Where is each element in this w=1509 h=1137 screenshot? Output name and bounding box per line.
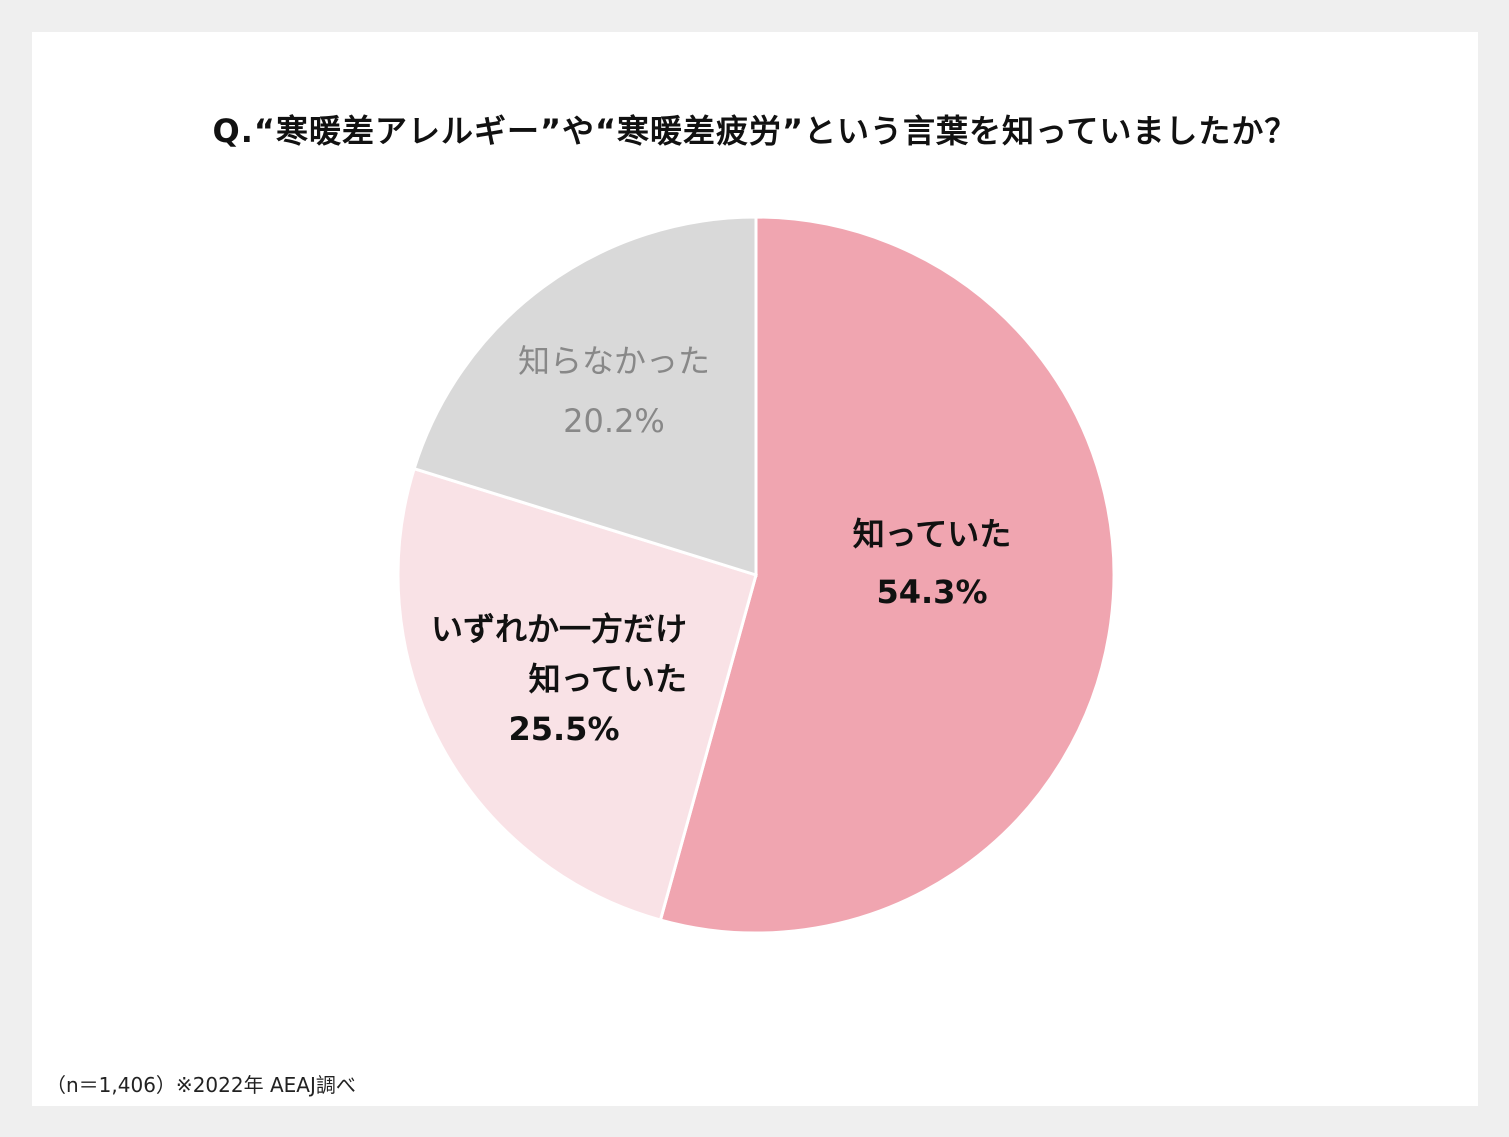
pie-slices [396, 215, 1116, 935]
slice-label-2-line-1: いずれか一方だけ [431, 610, 687, 648]
source-note: （n＝1,406）※2022年 AEAJ調べ [46, 1073, 356, 1097]
chart-title: Q.“寒暖差アレルギー”や“寒暖差疲労”という言葉を知っていましたか？ [212, 112, 1298, 150]
pie-slice-1 [658, 215, 1116, 935]
slice-label-2-line-2: 知っていた [529, 660, 687, 698]
slice-value-1: 54.3% [876, 573, 987, 611]
slice-value-3: 20.2% [563, 402, 665, 440]
slice-label-3-line-1: 知らなかった [518, 342, 710, 380]
slice-value-2: 25.5% [508, 710, 619, 748]
slice-label-1-line-1: 知っていた [853, 515, 1011, 553]
chart-card: Q.“寒暖差アレルギー”や“寒暖差疲労”という言葉を知っていましたか？ 知ってい… [32, 32, 1478, 1106]
pie-slice-2 [396, 466, 758, 922]
pie-slice-3 [412, 215, 758, 578]
